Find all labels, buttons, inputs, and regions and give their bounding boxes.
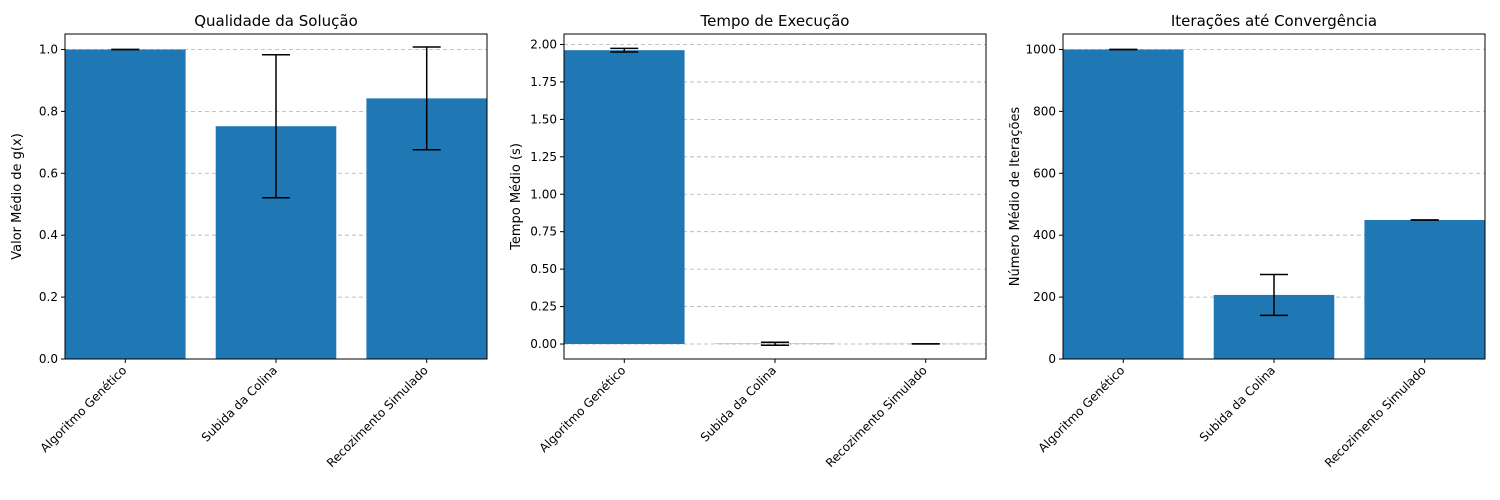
y-axis-label: Tempo Médio (s) <box>509 143 524 251</box>
y-tick-label: 0.50 <box>530 262 557 276</box>
chart-title: Iterações até Convergência <box>1171 12 1377 30</box>
bar <box>564 50 685 345</box>
y-tick-label: 0.0 <box>39 352 58 366</box>
x-tick-label: Algoritmo Genético <box>537 363 629 455</box>
x-tick-label: Algoritmo Genético <box>38 363 130 455</box>
y-axis-label: Valor Médio de g(x) <box>10 133 25 260</box>
y-tick-label: 1.75 <box>530 75 557 89</box>
y-tick-label: 0.25 <box>530 300 557 314</box>
y-tick-label: 1.25 <box>530 150 557 164</box>
x-tick-label: Subida da Colina <box>698 363 779 444</box>
x-tick-label: Recozimento Simulado <box>1322 363 1429 470</box>
y-tick-label: 1.0 <box>39 42 58 56</box>
x-tick-label: Recozimento Simulado <box>823 363 930 470</box>
chart-panel-2: 0.00 0.25 0.50 0.75 1.00 1.25 1.50 1.75 2.00 Algo… <box>509 12 987 470</box>
bar <box>1364 220 1485 359</box>
y-tick-label: 1000 <box>1025 42 1056 56</box>
y-tick-label: 2.00 <box>530 37 557 51</box>
chart-title: Tempo de Execução <box>700 12 850 30</box>
chart-panel-1: 0.0 0.2 0.4 0.6 0.8 1.0 Algoritmo Genético Subi… <box>10 12 488 470</box>
y-tick-label: 0.75 <box>530 225 557 239</box>
x-tick-label: Algoritmo Genético <box>1036 363 1128 455</box>
bar <box>65 49 186 359</box>
x-tick-label: Recozimento Simulado <box>324 363 431 470</box>
bar <box>1063 49 1184 359</box>
y-tick-label: 800 <box>1033 104 1056 118</box>
x-tick-label: Subida da Colina <box>199 363 280 444</box>
y-tick-label: 0.8 <box>39 104 58 118</box>
y-tick-label: 0.4 <box>39 228 58 242</box>
y-tick-label: 200 <box>1033 290 1056 304</box>
y-tick-label: 600 <box>1033 166 1056 180</box>
y-tick-label: 0 <box>1048 352 1056 366</box>
y-tick-label: 1.00 <box>530 187 557 201</box>
y-tick-label: 0.00 <box>530 337 557 351</box>
y-tick-label: 0.2 <box>39 290 58 304</box>
y-tick-label: 400 <box>1033 228 1056 242</box>
y-axis-label: Número Médio de Iterações <box>1008 107 1023 287</box>
y-tick-label: 1.50 <box>530 112 557 126</box>
chart-panel-3: 0 200 400 600 800 1000 Algoritmo Genético Subid… <box>1008 12 1486 470</box>
y-tick-label: 0.6 <box>39 166 58 180</box>
x-tick-label: Subida da Colina <box>1197 363 1278 444</box>
chart-title: Qualidade da Solução <box>194 12 358 30</box>
